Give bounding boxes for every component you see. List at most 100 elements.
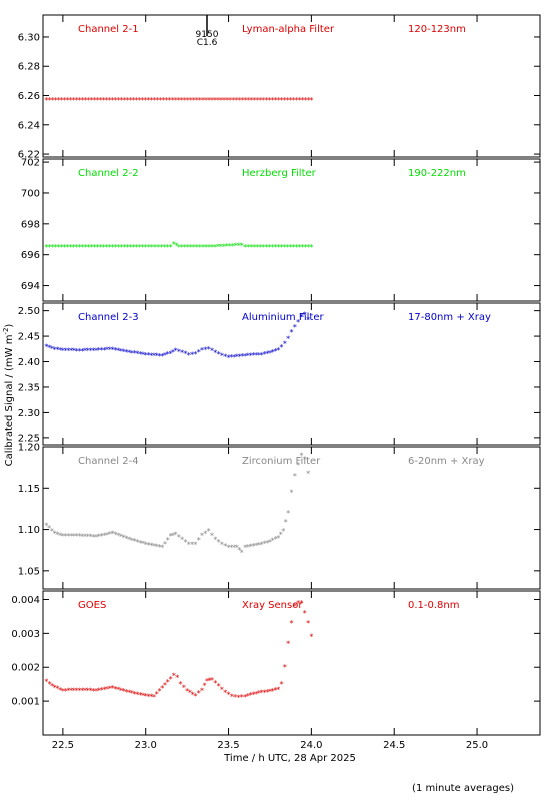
data-point: *	[86, 243, 90, 252]
data-point: *	[122, 347, 126, 356]
data-point: *	[64, 346, 68, 355]
data-point: *	[254, 542, 258, 551]
data-point: *	[72, 347, 76, 356]
data-point: *	[220, 540, 224, 549]
data-point: *	[210, 96, 214, 105]
data-point: *	[155, 690, 159, 699]
data-point: *	[216, 96, 220, 105]
data-point: *	[159, 96, 163, 105]
x-tick-label: 22.5	[52, 740, 74, 751]
data-point: *	[97, 532, 101, 541]
y-axis-label-main: Calibrated Signal / (mW m	[4, 335, 15, 467]
y-tick-label: 1.15	[18, 484, 40, 495]
data-point: *	[44, 342, 48, 351]
data-point: *	[64, 532, 68, 541]
data-point: *	[271, 537, 275, 546]
data-point: *	[303, 96, 307, 105]
data-point: *	[192, 96, 196, 105]
data-point: *	[86, 347, 90, 356]
data-point: *	[225, 242, 229, 251]
data-point: *	[195, 243, 199, 252]
data-point: *	[213, 243, 217, 252]
data-point: *	[138, 96, 142, 105]
y-tick-label: 2.30	[18, 408, 40, 419]
data-point: *	[120, 243, 124, 252]
data-point: *	[160, 684, 164, 693]
data-point: *	[163, 681, 167, 690]
y-axis-label-exponent: -2	[2, 328, 10, 335]
data-point: *	[149, 351, 153, 360]
data-point: *	[246, 543, 250, 552]
data-point: *	[122, 687, 126, 696]
data-point: *	[152, 351, 156, 360]
data-point: *	[80, 347, 84, 356]
data-point: *	[188, 689, 192, 698]
y-axis-label: Calibrated Signal / (mW m-2)	[2, 324, 15, 467]
data-point: *	[238, 352, 242, 361]
data-point: *	[273, 686, 277, 695]
data-point: *	[127, 689, 131, 698]
data-point: *	[66, 687, 70, 696]
data-point: *	[44, 96, 48, 105]
data-point: *	[105, 346, 109, 355]
data-point: *	[74, 243, 78, 252]
data-point: *	[223, 352, 227, 361]
data-point: *	[119, 347, 123, 356]
data-point: *	[306, 619, 310, 628]
data-point: *	[172, 672, 176, 681]
data-point: *	[111, 96, 115, 105]
data-point: *	[285, 96, 289, 105]
data-point: *	[146, 541, 150, 550]
data-point: *	[243, 544, 247, 553]
panel-frame	[42, 14, 541, 158]
data-point: *	[77, 347, 81, 356]
data-point: *	[100, 686, 104, 695]
data-point: *	[100, 532, 104, 541]
data-point: *	[257, 541, 261, 550]
data-point: *	[149, 693, 153, 702]
data-point: *	[217, 682, 221, 691]
data-point: *	[235, 544, 239, 553]
data-point: *	[293, 472, 297, 481]
data-point: *	[171, 531, 175, 540]
data-point: *	[210, 243, 214, 252]
data-point: *	[119, 533, 123, 542]
data-point: *	[189, 243, 193, 252]
data-point: *	[254, 351, 258, 360]
data-point: *	[192, 243, 196, 252]
data-point: *	[77, 243, 81, 252]
data-point: *	[186, 243, 190, 252]
data-point: *	[172, 240, 176, 249]
data-point: *	[190, 350, 194, 359]
data-point: *	[223, 689, 227, 698]
data-point: *	[169, 243, 173, 252]
data-point: *	[204, 96, 208, 105]
data-point: *	[156, 243, 160, 252]
data-point: *	[228, 96, 232, 105]
data-point: *	[116, 346, 120, 355]
data-point: *	[155, 352, 159, 361]
data-point: *	[127, 348, 131, 357]
data-point: *	[116, 686, 120, 695]
data-point: *	[160, 544, 164, 553]
data-point: *	[243, 96, 247, 105]
data-point: *	[290, 488, 294, 497]
data-point: *	[246, 692, 250, 701]
data-point: *	[152, 542, 156, 551]
data-point: *	[71, 96, 75, 105]
data-point: *	[293, 323, 297, 332]
panel-label-filter: Xray Sensor	[242, 600, 303, 611]
x-tick-label: 24.0	[300, 740, 322, 751]
data-point: *	[279, 531, 283, 540]
data-point: *	[249, 543, 253, 552]
data-point: *	[165, 96, 169, 105]
data-point: *	[111, 345, 115, 354]
data-point: *	[260, 689, 264, 698]
panel-label-channel: Channel 2-2	[78, 168, 139, 179]
data-point: *	[252, 243, 256, 252]
data-point: *	[217, 538, 221, 547]
data-point: *	[175, 673, 179, 682]
data-point: *	[240, 693, 244, 702]
data-point: *	[153, 96, 157, 105]
data-point: *	[254, 690, 258, 699]
